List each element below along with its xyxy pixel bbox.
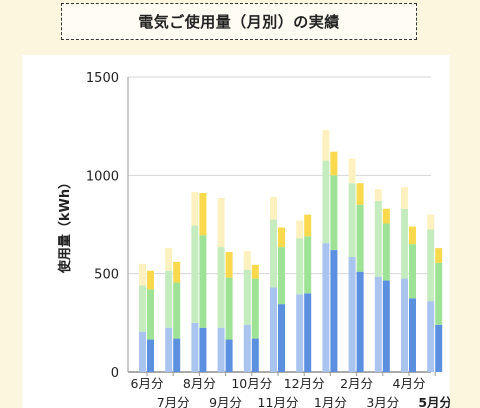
bar-segment: [225, 252, 233, 278]
bar-segment: [270, 287, 277, 372]
y-tick-label: 1000: [86, 169, 119, 184]
x-tick-label: 7月分: [157, 395, 190, 408]
bar-segment: [165, 248, 173, 271]
bar-segment: [409, 298, 416, 372]
chart-panel: 0 500 1000 1500 使用量（kWh） 6月分 7月分 8月分 9月分 10月分 11月分…: [22, 55, 450, 408]
bar-segment: [435, 248, 443, 263]
x-tick-label: 10月分: [231, 376, 272, 391]
bar-segment: [435, 262, 443, 325]
bar-segment: [356, 204, 364, 272]
x-tick-label: 11月分: [258, 395, 299, 408]
y-tick-label: 500: [94, 268, 119, 283]
chart-title: 電気ご使用量（月別）の実績: [61, 3, 417, 40]
bar-segment: [270, 196, 277, 220]
bar-segment: [139, 285, 146, 332]
bar-segment: [330, 250, 338, 372]
y-tick-label: 1500: [86, 71, 119, 86]
usage-chart: 0 500 1000 1500 使用量（kWh） 6月分 7月分 8月分 9月分 10月分 11月分…: [57, 71, 450, 408]
bar-segment: [401, 208, 408, 279]
bar-segment: [243, 324, 251, 372]
x-tick-label: 3月分: [366, 395, 399, 408]
y-axis-title: 使用量（kWh）: [57, 176, 73, 274]
bar-segment: [270, 219, 277, 288]
bar-segment: [435, 324, 443, 372]
x-tick-label: 9月分: [209, 395, 242, 408]
bar-segment: [330, 151, 338, 176]
bar-segment: [251, 338, 259, 372]
bar-segment: [356, 183, 364, 205]
bar-segment: [401, 187, 408, 209]
x-tick-label: 4月分: [393, 376, 426, 391]
bar-segment: [304, 236, 312, 294]
bar-segment: [225, 339, 233, 372]
bar-segment: [304, 214, 312, 237]
bar-segment: [296, 238, 304, 295]
bar-segment: [322, 130, 330, 161]
bar-segment: [322, 243, 330, 372]
bar-segment: [278, 227, 285, 248]
bar-segment: [217, 327, 225, 372]
bar-segment: [165, 327, 173, 372]
x-tick-label: 6月分: [131, 376, 164, 391]
bar-segment: [374, 200, 382, 277]
bar-segment: [374, 189, 382, 201]
bar-segment: [147, 289, 154, 340]
bar-segment: [173, 338, 181, 372]
bar-segment: [165, 270, 173, 328]
bar-segment: [243, 269, 251, 325]
bar-segment: [251, 278, 259, 339]
bar-segment: [173, 282, 181, 339]
bar-segment: [427, 229, 435, 302]
bar-segment: [296, 294, 304, 372]
bar-segment: [199, 193, 207, 236]
bar-segment: [217, 247, 225, 328]
x-tick-label: 12月分: [284, 376, 325, 391]
bar-segment: [199, 327, 207, 372]
x-tick-label: 8月分: [183, 376, 216, 391]
bar-segment: [382, 208, 390, 224]
bar-segment: [348, 158, 356, 184]
bar-segment: [217, 197, 225, 248]
bar-segment: [251, 264, 259, 279]
bar-segment: [382, 223, 390, 281]
bar-segment: [191, 225, 199, 323]
bar-segment: [409, 244, 416, 299]
bar-segment: [191, 322, 199, 372]
bar-segment: [356, 271, 364, 372]
bar-segment: [147, 339, 154, 372]
bar-segment: [330, 175, 338, 251]
bar-segment: [139, 263, 146, 286]
bar-segment: [139, 331, 146, 372]
bar-segment: [409, 226, 416, 245]
bar-segment: [322, 160, 330, 244]
bar-segment: [304, 293, 312, 372]
bar-segment: [191, 192, 199, 226]
y-tick-label: 0: [111, 366, 119, 381]
bar-segment: [243, 251, 251, 270]
bar-segment: [348, 256, 356, 372]
bar-segment: [401, 278, 408, 372]
bar-segment: [278, 247, 285, 305]
bar-segment: [278, 304, 285, 372]
bar-segment: [225, 277, 233, 340]
bar-segment: [296, 220, 304, 239]
x-tick-label: 5月分: [418, 395, 450, 408]
bar-segment: [382, 280, 390, 372]
bar-segment: [427, 214, 435, 230]
x-tick-label: 1月分: [314, 395, 347, 408]
bar-segment: [427, 301, 435, 372]
bar-segment: [147, 270, 154, 290]
bar-segment: [348, 183, 356, 257]
bar-segment: [199, 235, 207, 328]
x-tick-label: 2月分: [340, 376, 373, 391]
bar-segment: [374, 276, 382, 372]
bar-segment: [173, 261, 181, 283]
